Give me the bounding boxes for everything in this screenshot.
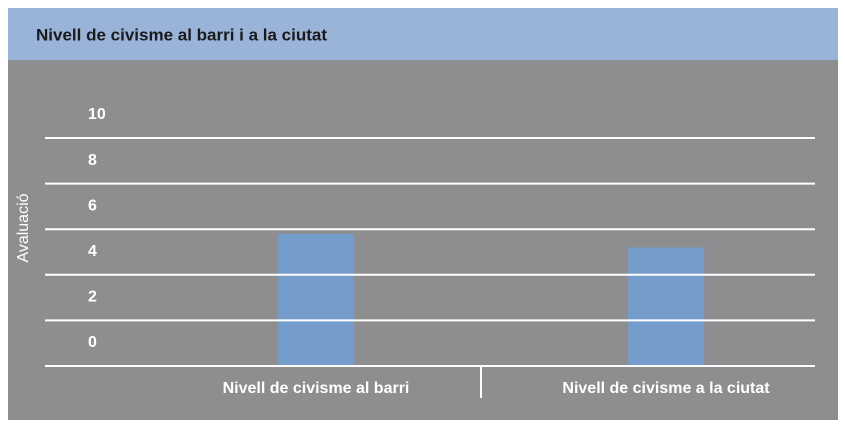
chart-title: Nivell de civisme al barri i a la ciutat — [36, 25, 327, 44]
y-tick-label: 6 — [88, 197, 97, 214]
y-tick-label: 10 — [88, 106, 106, 123]
y-axis-label: Avaluació — [15, 193, 32, 262]
x-tick-label: Nivell de civisme al barri — [223, 380, 410, 397]
x-tick-label: Nivell de civisme a la ciutat — [562, 380, 770, 397]
y-tick-label: 2 — [88, 289, 97, 306]
y-tick-label: 4 — [88, 243, 97, 260]
header — [8, 8, 838, 60]
y-tick-label: 8 — [88, 152, 97, 169]
bar — [278, 233, 354, 366]
bar — [628, 247, 704, 366]
y-tick-label: 0 — [88, 334, 97, 351]
